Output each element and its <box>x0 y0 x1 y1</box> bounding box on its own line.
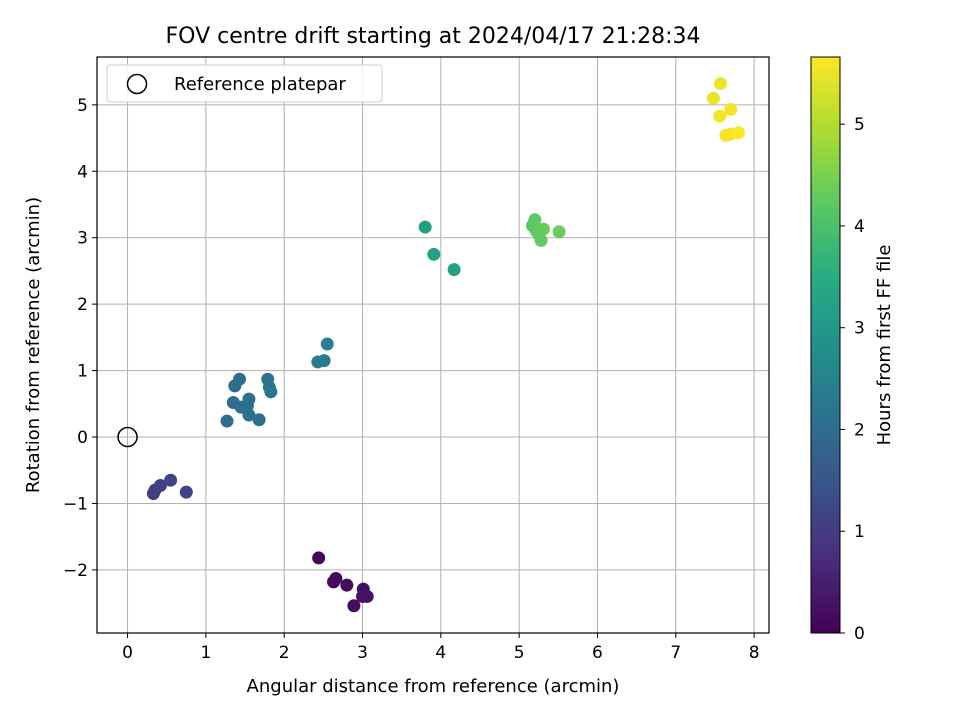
grid-lines <box>97 57 769 633</box>
scatter-point <box>713 109 727 123</box>
x-tick-label: 5 <box>514 643 525 663</box>
colorbar: 0 1 2 3 4 5 Hours from first FF file <box>810 56 895 644</box>
x-tick-label: 8 <box>749 643 760 663</box>
colorbar-tick-label: 1 <box>854 522 865 542</box>
scatter-point <box>233 372 247 386</box>
x-tick-label: 4 <box>435 643 446 663</box>
scatter-point <box>447 263 461 277</box>
y-axis-ticks: −2 −1 0 1 2 3 4 5 <box>63 96 97 581</box>
scatter-point <box>731 126 745 140</box>
colorbar-ticks: 0 1 2 3 4 5 <box>840 115 865 644</box>
scatter-point <box>242 408 256 422</box>
scatter-point <box>312 551 326 565</box>
scatter-point <box>153 479 167 493</box>
colorbar-tick-label: 2 <box>854 420 865 440</box>
colorbar-tick-label: 3 <box>854 319 865 339</box>
scatter-point <box>706 91 720 105</box>
scatter-point <box>264 385 278 399</box>
scatter-point <box>317 354 331 368</box>
scatter-point <box>242 392 256 406</box>
x-tick-label: 7 <box>670 643 681 663</box>
scatter-point <box>360 589 374 603</box>
scatter-point <box>252 413 266 427</box>
y-tick-label: −2 <box>63 561 88 581</box>
y-tick-label: 3 <box>77 229 88 249</box>
scatter-point <box>340 578 354 592</box>
x-tick-label: 0 <box>122 643 133 663</box>
x-tick-label: 2 <box>279 643 290 663</box>
scatter-point <box>534 233 548 247</box>
colorbar-tick-label: 0 <box>854 624 865 644</box>
scatter-point <box>536 222 550 236</box>
chart-title: FOV centre drift starting at 2024/04/17 … <box>166 24 701 49</box>
x-axis-label: Angular distance from reference (arcmin) <box>247 676 620 697</box>
legend-box <box>106 64 383 103</box>
x-tick-label: 3 <box>357 643 368 663</box>
legend-entry-reference: Reference platepar <box>174 74 346 95</box>
x-tick-label: 1 <box>200 643 211 663</box>
scatter-point <box>179 485 193 499</box>
colorbar-gradient <box>810 56 841 634</box>
colorbar-tick-label: 5 <box>854 115 865 135</box>
y-tick-label: 0 <box>77 428 88 448</box>
scatter-point <box>713 77 727 91</box>
scatter-point <box>528 213 542 227</box>
scatter-point <box>220 414 234 428</box>
colorbar-label: Hours from first FF file <box>874 245 895 446</box>
x-axis-ticks: 0 1 2 3 4 5 6 7 8 <box>122 633 760 663</box>
scatter-point <box>164 473 178 487</box>
scatter-point <box>347 599 361 613</box>
y-tick-label: −1 <box>63 494 88 514</box>
scatter-points <box>146 77 745 613</box>
x-tick-label: 6 <box>592 643 603 663</box>
y-tick-label: 1 <box>77 362 88 382</box>
scatter-point <box>724 102 738 116</box>
colorbar-tick-label: 4 <box>854 217 865 237</box>
y-tick-label: 4 <box>77 162 88 182</box>
plot-area-frame <box>96 56 770 634</box>
scatter-point <box>329 572 343 586</box>
legend-marker <box>126 73 148 95</box>
y-tick-label: 5 <box>77 96 88 116</box>
reference-marker <box>117 426 138 448</box>
legend: Reference platepar <box>106 64 383 103</box>
scatter-point <box>552 225 566 239</box>
reference-platepar-marker <box>117 426 138 448</box>
scatter-point <box>427 247 441 261</box>
y-axis-label: Rotation from reference (arcmin) <box>23 197 44 493</box>
y-tick-label: 2 <box>77 295 88 315</box>
scatter-point <box>418 220 432 234</box>
scatter-point <box>320 337 334 351</box>
